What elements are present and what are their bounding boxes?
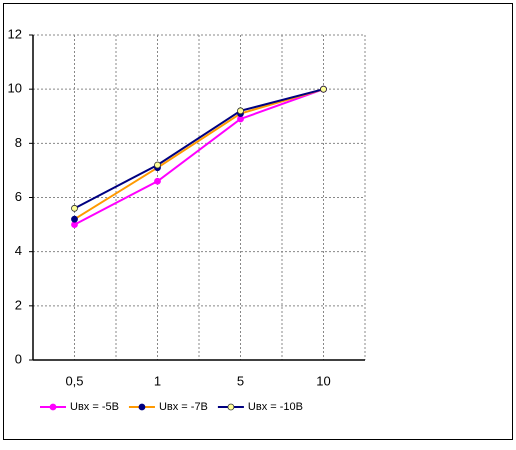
y-tick-label: 8	[15, 135, 22, 150]
y-tick-label: 2	[15, 297, 22, 312]
data-point	[71, 204, 78, 212]
legend-label: Uвх = -5В	[70, 401, 119, 413]
data-point	[154, 161, 161, 169]
x-tick-label: 10	[316, 373, 330, 388]
series-line	[74, 88, 324, 210]
legend-marker	[227, 403, 235, 411]
data-point	[154, 177, 161, 185]
legend-label: Uвх = -7В	[159, 401, 208, 413]
y-tick-label: 4	[15, 243, 22, 258]
frame	[3, 3, 513, 440]
x-tick-label: 5	[237, 373, 244, 388]
y-tick-label: 6	[15, 189, 22, 204]
x-tick-label: 1	[154, 373, 161, 388]
y-tick-label: 10	[8, 81, 22, 96]
legend-marker	[138, 403, 146, 411]
series-line	[74, 88, 324, 226]
data-point	[71, 215, 78, 223]
series-line	[73, 88, 324, 221]
data-point	[320, 85, 327, 93]
legend-marker	[49, 403, 57, 411]
y-tick-label: 12	[8, 26, 22, 41]
data-point	[237, 107, 244, 115]
x-tick-label: 0,5	[65, 373, 83, 388]
y-tick-label: 0	[15, 351, 22, 366]
legend: Uвх = -5В Uвх = -7В Uвх = -10В	[40, 401, 303, 413]
legend-label: Uвх = -10В	[248, 401, 303, 413]
